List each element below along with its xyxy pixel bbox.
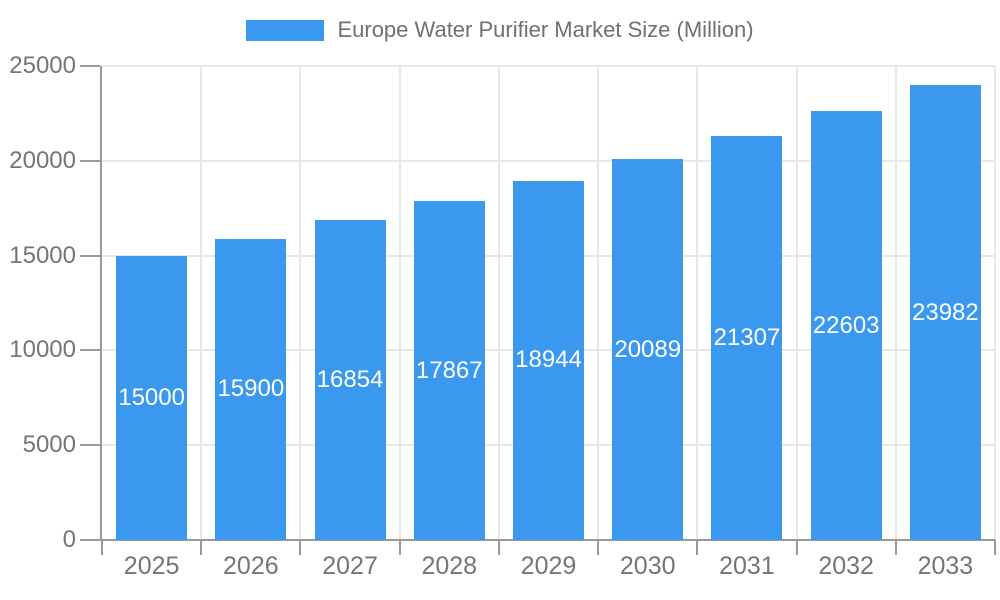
y-tick-mark (80, 444, 100, 447)
x-axis-line (100, 539, 995, 541)
y-tick-mark (80, 254, 100, 257)
gridline-vertical (497, 66, 500, 540)
bar-value-label: 15000 (118, 383, 185, 411)
legend-swatch (246, 19, 325, 41)
x-tick-label: 2026 (223, 552, 279, 580)
x-tick-label: 2029 (520, 552, 577, 580)
x-tick-label: 2032 (818, 552, 874, 580)
bar-value-label: 20089 (614, 335, 682, 363)
bar-value-label: 21307 (713, 324, 781, 351)
bar-2025[interactable] (116, 255, 188, 540)
bar-value-label: 18944 (515, 346, 582, 374)
legend-label: Europe Water Purifier Market Size (Milli… (337, 17, 754, 42)
x-tick-mark (795, 540, 798, 555)
bar-2031[interactable] (711, 136, 783, 540)
x-tick-mark (101, 540, 103, 555)
y-tick-mark (80, 539, 100, 541)
bar-value-label: 17867 (415, 356, 483, 384)
y-tick-label: 5000 (22, 431, 76, 459)
x-tick-mark (398, 540, 401, 555)
x-tick-label: 2025 (123, 552, 180, 580)
y-tick-label: 20000 (9, 146, 76, 174)
bar-value-label: 15900 (217, 375, 285, 403)
bar-2028[interactable] (413, 201, 485, 540)
x-tick-mark (299, 540, 302, 555)
bar-2027[interactable] (314, 220, 386, 540)
y-tick-mark (80, 65, 100, 67)
y-tick-label: 25000 (9, 52, 76, 79)
bar-value-label: 22603 (812, 311, 880, 339)
x-tick-mark (994, 540, 996, 555)
gridline-vertical (795, 66, 798, 540)
gridline-horizontal (102, 65, 995, 67)
gridline-vertical (894, 66, 897, 540)
y-tick-mark (80, 159, 100, 162)
gridline-vertical (994, 66, 996, 540)
bar-value-label: 16854 (316, 366, 384, 394)
y-tick-label: 0 (62, 526, 76, 553)
gridline-vertical (299, 66, 302, 540)
bar-value-label: 23982 (912, 298, 979, 326)
gridline-vertical (696, 66, 699, 540)
bar-2026[interactable] (215, 238, 287, 540)
x-tick-mark (497, 540, 500, 555)
x-tick-label: 2031 (719, 552, 775, 580)
bar-2033[interactable] (909, 85, 981, 540)
x-tick-mark (200, 540, 203, 555)
x-tick-mark (696, 540, 699, 555)
x-tick-label: 2030 (619, 552, 676, 580)
y-tick-mark (80, 349, 100, 352)
x-tick-mark (597, 540, 600, 555)
bar-2030[interactable] (612, 159, 684, 540)
y-tick-label: 15000 (9, 241, 76, 269)
bar-2032[interactable] (810, 111, 882, 540)
y-axis-line (100, 66, 102, 540)
bar-2029[interactable] (513, 180, 584, 540)
x-tick-label: 2027 (322, 552, 378, 580)
x-tick-label: 2033 (917, 552, 974, 580)
gridline-horizontal (102, 159, 995, 162)
legend[interactable]: Europe Water Purifier Market Size (Milli… (0, 12, 1000, 48)
gridline-vertical (200, 66, 203, 540)
gridline-vertical (597, 66, 600, 540)
gridline-vertical (398, 66, 401, 540)
y-tick-label: 10000 (9, 336, 76, 364)
x-tick-label: 2028 (421, 552, 478, 580)
x-tick-mark (894, 540, 897, 555)
